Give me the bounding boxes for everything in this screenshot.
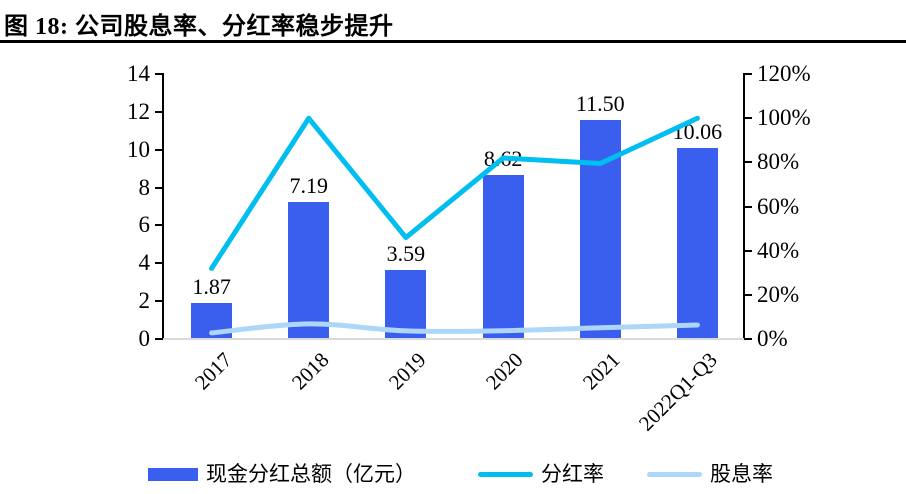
left-axis-tick [155,186,163,189]
y-axis-label-left: 8 [138,174,151,200]
legend-label-payout-ratio: 分红率 [541,461,604,486]
y-axis-label-right: 100% [757,105,811,131]
cash-dividend-bar [676,147,718,338]
legend-label-cash-dividend: 现金分红总额（亿元） [206,461,416,486]
y-axis-label-right: 0% [757,326,788,351]
y-axis-label-left: 10 [127,136,150,162]
y-axis-label-right: 20% [757,281,800,307]
y-axis-label-left: 4 [138,250,151,276]
left-axis-tick [155,262,163,265]
cash-dividend-bar [385,270,427,338]
y-axis-label-right: 80% [757,149,800,175]
legend-item-dividend-yield: 股息率 [647,458,773,490]
right-axis-tick [744,73,752,75]
y-axis-label-left: 14 [127,61,150,86]
y-axis-label-left: 6 [138,212,151,238]
payout-ratio-line [209,115,700,271]
legend-item-cash-dividend: 现金分红总额（亿元） [148,458,416,490]
y-axis-label-right: 60% [757,193,800,219]
y-axis-label-right: 120% [757,61,811,86]
legend-label-dividend-yield: 股息率 [710,461,773,486]
left-axis-tick [155,73,163,75]
right-axis-tick [744,293,752,296]
bar-value-label: 1.87 [192,273,231,299]
y-axis-label-left: 2 [138,288,151,314]
left-axis-tick [155,224,163,227]
bar-value-label: 7.19 [289,172,329,198]
title-underline [0,40,906,43]
left-axis-tick [155,300,163,303]
y-axis-label-left: 12 [127,98,150,124]
yield-line-swatch-icon [647,471,702,477]
right-axis-tick [744,161,752,164]
chart-legend: 现金分红总额（亿元） 分红率 股息率 [0,458,906,490]
figure-title: 图 18: 公司股息率、分红率稳步提升 [4,14,394,40]
cash-dividend-bar [482,174,524,338]
left-axis-tick [155,110,163,113]
bar-swatch-icon [148,467,198,481]
dividend-yield-line [209,321,700,336]
y-axis-label-right: 40% [757,237,800,263]
cash-dividend-bar [288,201,330,338]
right-axis-tick [744,338,752,340]
right-axis-tick [744,205,752,208]
legend-item-payout-ratio: 分红率 [478,458,604,490]
payout-line-swatch-icon [478,471,533,477]
bar-value-label: 11.50 [575,91,625,117]
y-axis-label-left: 0 [138,326,151,351]
bar-value-label: 3.59 [386,241,426,267]
x-axis-line [163,338,752,340]
y-axis-left [162,73,164,340]
right-axis-tick [744,249,752,252]
left-axis-tick [155,148,163,151]
left-axis-tick [155,338,163,340]
right-axis-tick [744,117,752,120]
